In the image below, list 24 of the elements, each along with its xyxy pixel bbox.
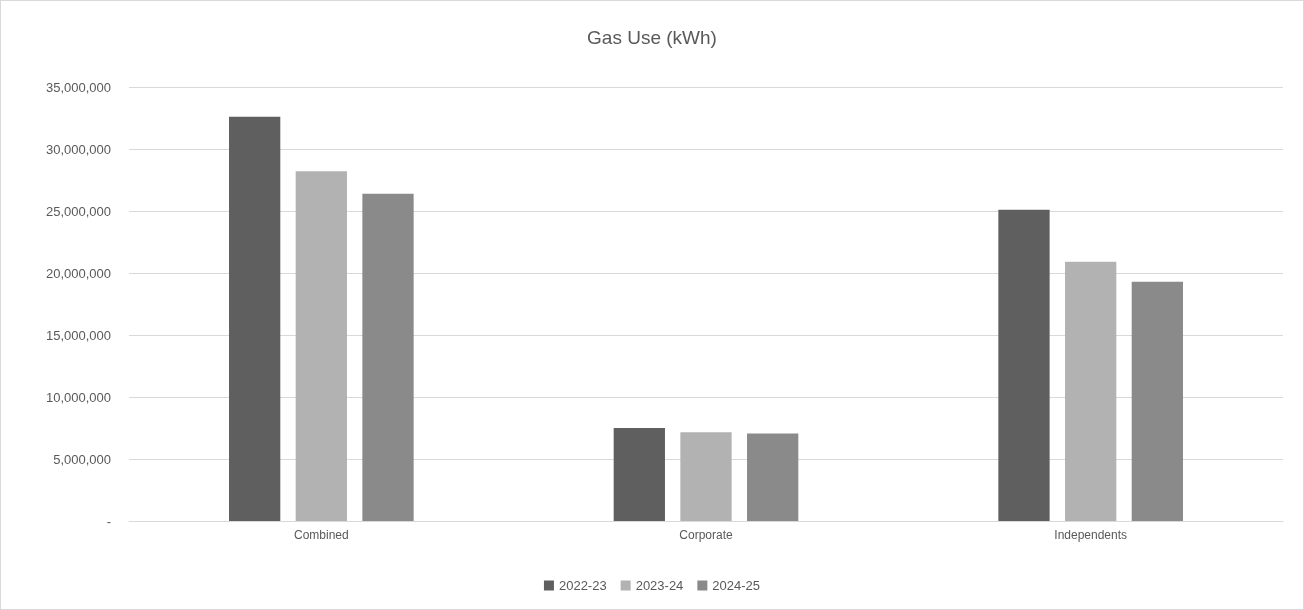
y-tick-label: - bbox=[106, 513, 111, 529]
legend-label: 2024-25 bbox=[712, 578, 761, 593]
y-tick-label: 5,000,000 bbox=[53, 451, 111, 467]
x-tick-label: Combined bbox=[293, 528, 349, 542]
legend-label: 2023-24 bbox=[635, 578, 684, 593]
y-tick-label: 15,000,000 bbox=[45, 327, 111, 343]
bar bbox=[1131, 281, 1183, 521]
x-tick-label: Independents bbox=[1054, 528, 1128, 542]
bar bbox=[747, 433, 799, 521]
bar bbox=[1065, 261, 1117, 521]
bar bbox=[998, 209, 1050, 521]
bar bbox=[680, 432, 732, 521]
y-tick-label: 30,000,000 bbox=[45, 141, 111, 157]
y-tick-label: 35,000,000 bbox=[45, 79, 111, 95]
bar bbox=[362, 193, 414, 521]
y-tick-label: 25,000,000 bbox=[45, 203, 111, 219]
y-tick-label: 10,000,000 bbox=[45, 389, 111, 405]
bar bbox=[295, 171, 347, 521]
y-tick-label: 20,000,000 bbox=[45, 265, 111, 281]
bar bbox=[613, 428, 665, 521]
bar bbox=[229, 116, 281, 521]
chart-title: Gas Use (kWh) bbox=[587, 27, 717, 48]
legend-label: 2022-23 bbox=[558, 578, 607, 593]
x-tick-label: Corporate bbox=[679, 528, 733, 542]
